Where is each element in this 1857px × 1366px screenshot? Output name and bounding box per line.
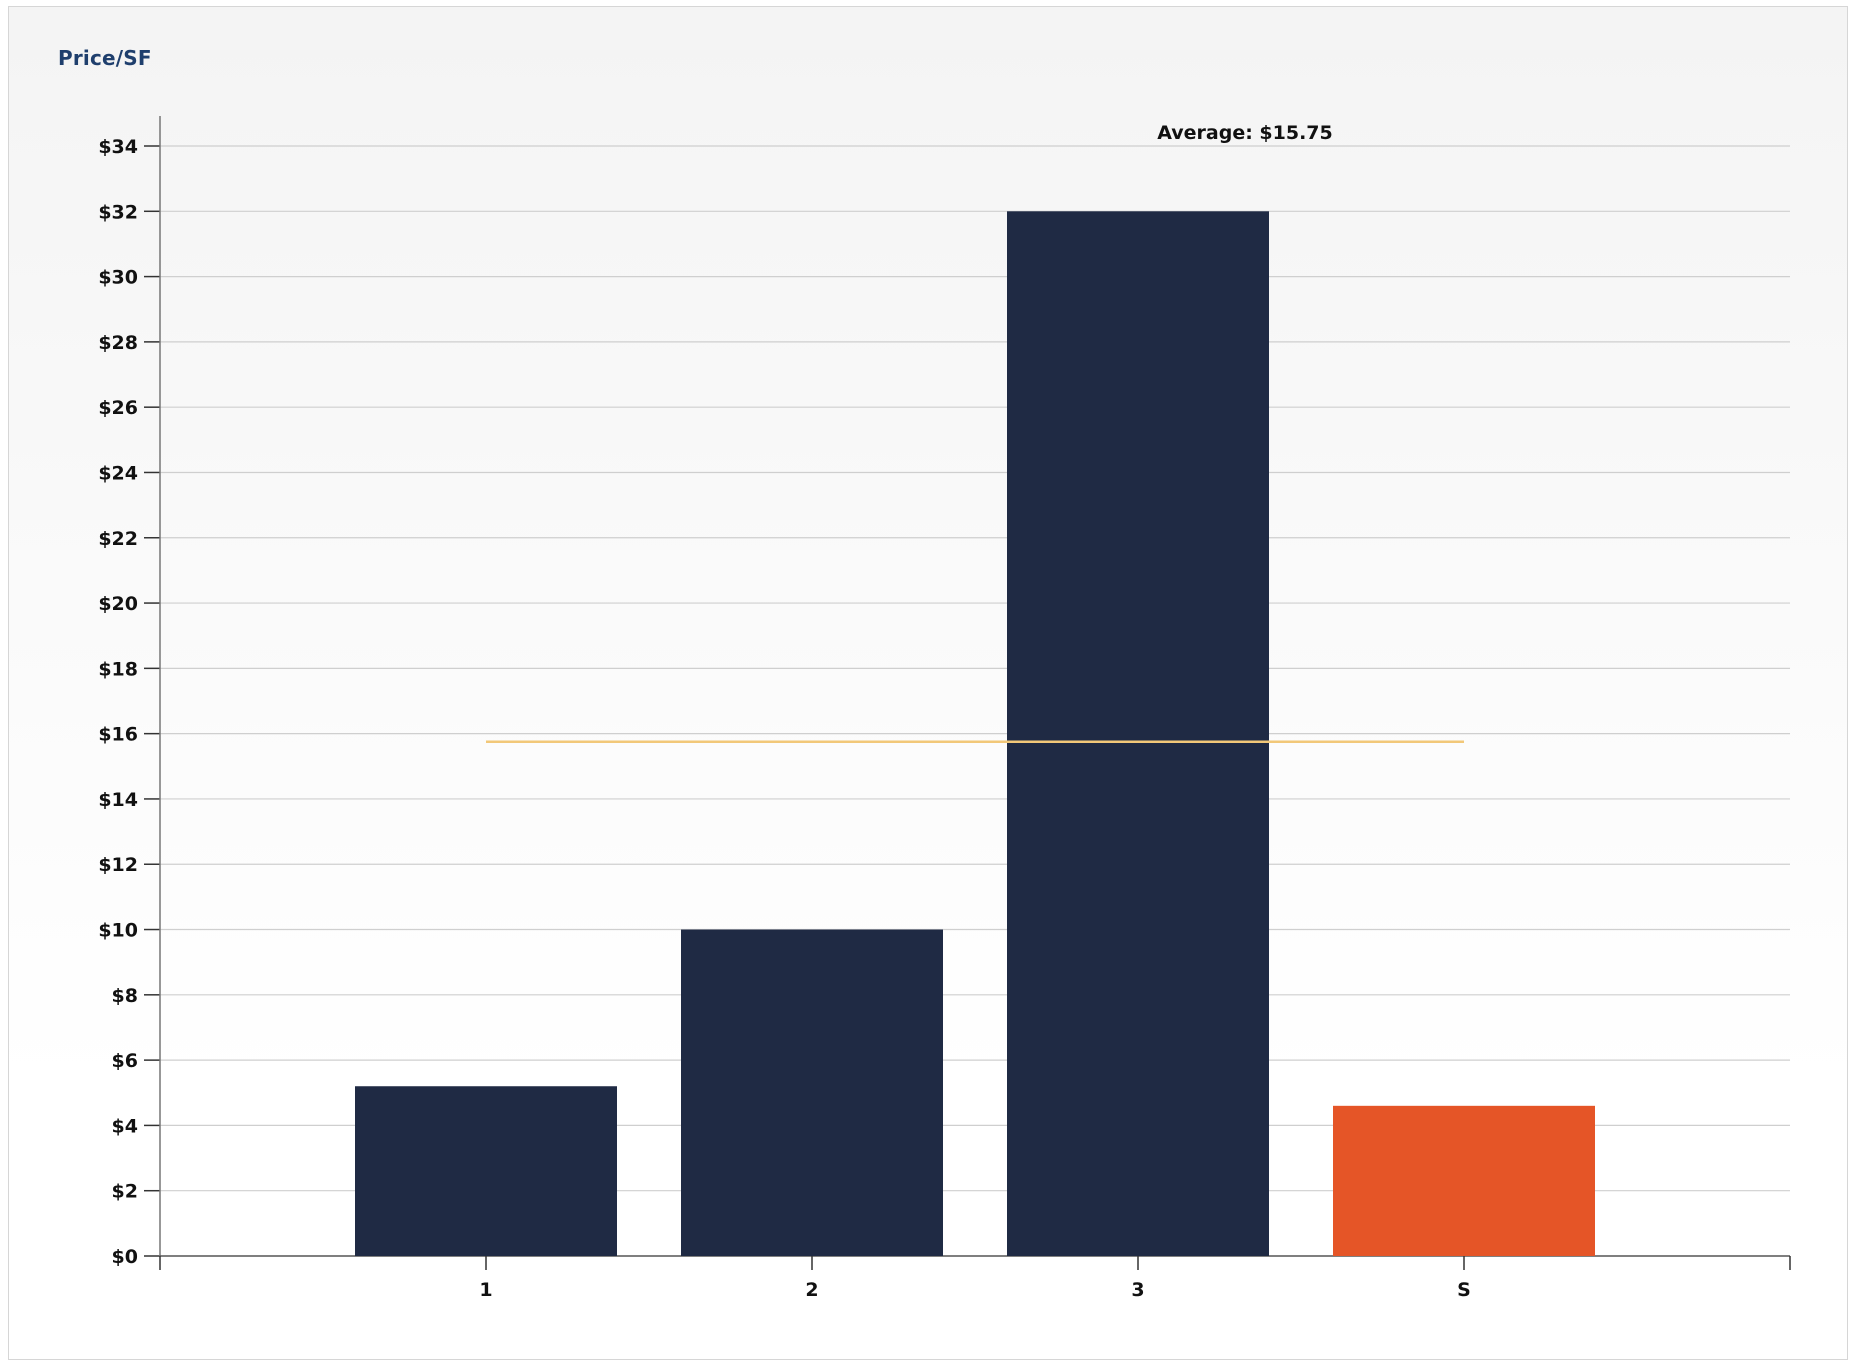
y-tick-label: $34 [98, 136, 138, 158]
y-tick-label: $8 [112, 985, 138, 1007]
y-tick-label: $28 [98, 332, 138, 354]
tick-labels: $0 $2 $4 $6 $8 $10 $12 $14 $16 $18 $20 $22 $24 $26 $28… [98, 136, 1471, 1301]
y-tick-label: $26 [98, 397, 138, 419]
bar-2 [681, 929, 943, 1256]
y-tick-label: $22 [98, 528, 138, 550]
y-tick-label: $10 [98, 920, 138, 942]
bar-S [1333, 1105, 1595, 1256]
y-tick-label: $2 [112, 1181, 138, 1203]
average-line-group: Average: $15.75 [486, 122, 1464, 744]
bar-3 [1007, 211, 1269, 1257]
chart-title: Price/SF [58, 46, 152, 70]
y-tick-label: $20 [98, 593, 138, 615]
y-tick-label: $14 [98, 789, 138, 811]
y-tick-label: $0 [112, 1246, 138, 1268]
y-tick-label: $30 [98, 267, 138, 289]
y-tick-label: $32 [98, 201, 138, 223]
y-tick-label: $16 [98, 724, 138, 746]
y-tick-label: $12 [98, 854, 138, 876]
bars [355, 211, 1595, 1257]
y-tick-label: $6 [112, 1050, 138, 1072]
y-tick-label: $24 [98, 462, 138, 484]
y-tick-label: $18 [98, 658, 138, 680]
x-tick-label: 3 [1131, 1279, 1144, 1301]
bar-1 [355, 1086, 617, 1256]
gridlines [160, 145, 1790, 1192]
x-tick-label: S [1457, 1279, 1471, 1301]
y-tick-label: $4 [112, 1115, 138, 1137]
x-tick-label: 1 [479, 1279, 492, 1301]
x-tick-label: 2 [805, 1279, 818, 1301]
average-label: Average: $15.75 [1157, 122, 1333, 144]
